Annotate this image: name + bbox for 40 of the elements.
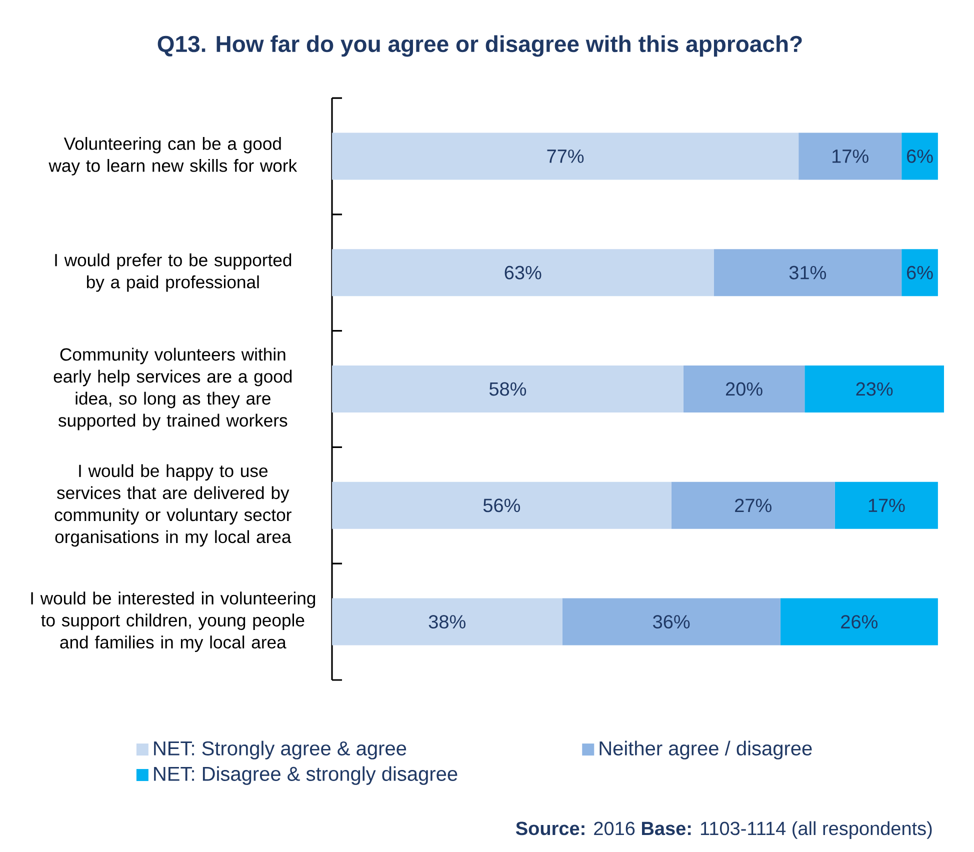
data-label: 17% bbox=[868, 498, 905, 512]
y-tick-label: I would be interested in volunteering to support children, young people and families in my local area bbox=[31, 592, 316, 652]
legend-label: Neither agree / disagree bbox=[600, 740, 812, 760]
bar bbox=[332, 132, 799, 180]
data-label: 27% bbox=[735, 498, 772, 512]
data-label: 38% bbox=[428, 615, 466, 629]
data-label: 58% bbox=[489, 382, 526, 396]
text: Source: 2016 Base: 1103-1114 (all respondents) bbox=[516, 821, 932, 839]
bar bbox=[714, 249, 902, 296]
data-label: 6% bbox=[907, 149, 933, 163]
bar bbox=[332, 366, 684, 413]
bar bbox=[902, 249, 938, 296]
y-tick-label: I would be happy to use services that are delivered by community or voluntary sector organisations in my local area bbox=[54, 464, 292, 547]
data-label: 26% bbox=[841, 615, 878, 629]
data-label: 36% bbox=[653, 615, 690, 629]
legend-label: NET: Disagree & strongly disagree bbox=[154, 766, 458, 785]
data-label: 56% bbox=[483, 498, 520, 512]
data-label: 31% bbox=[789, 266, 826, 280]
data-label: 63% bbox=[504, 266, 542, 280]
bar bbox=[798, 132, 902, 180]
legend-label: NET: Strongly agree & agree bbox=[154, 740, 406, 760]
data-label: 77% bbox=[547, 150, 584, 163]
data-label: 23% bbox=[856, 382, 893, 396]
data-label: 6% bbox=[907, 266, 933, 280]
bar bbox=[834, 482, 938, 529]
bar bbox=[683, 366, 805, 413]
data-label: 20% bbox=[726, 382, 762, 396]
bar bbox=[780, 598, 938, 646]
bar bbox=[332, 482, 672, 529]
y-tick-label: Community volunteers within early help services are a good idea, so long as they are supported by trained workers bbox=[54, 348, 292, 430]
bar bbox=[332, 598, 562, 646]
bar bbox=[804, 366, 944, 413]
bar bbox=[562, 598, 780, 646]
data-label: 17% bbox=[832, 150, 868, 163]
chart-title: Q13. How far do you agree or disagree with this approach? bbox=[158, 35, 802, 57]
bar bbox=[671, 482, 835, 529]
y-tick-label: Volunteering can be a good way to learn new skills for work bbox=[48, 137, 298, 176]
bar bbox=[332, 249, 714, 296]
bar bbox=[902, 132, 938, 180]
y-tick-label: I would prefer to be supported by a paid professional bbox=[55, 253, 292, 292]
